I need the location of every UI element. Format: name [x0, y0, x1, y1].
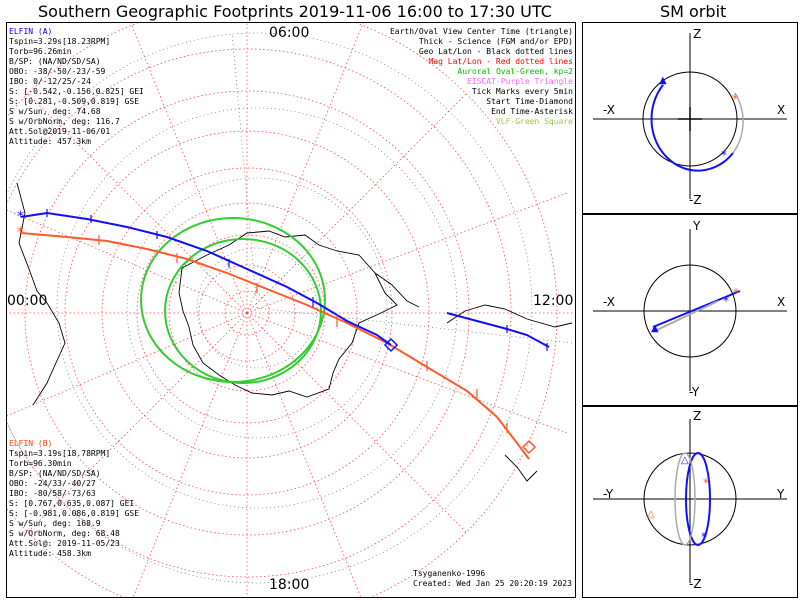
elfin-b-end-asterisk: *: [17, 225, 24, 241]
created-label: Created: Wed Jan 25 20:20:19 2023: [413, 579, 572, 588]
elfin-a-line: Altitude: 457.3km: [9, 137, 91, 146]
orbit-yz-right-label: Y: [777, 487, 785, 501]
page-title: Southern Geographic Footprints 2019-11-0…: [38, 2, 552, 21]
legend-item: EISCAT-Purple Triangle: [467, 77, 573, 86]
map-svg: * *: [7, 23, 575, 597]
orbit-panel-xz: ▲ * * Z -Z -X X: [582, 22, 798, 214]
elfin-a-line: Torb=96.26min: [9, 47, 72, 56]
orbit-xz-left-label: -X: [603, 103, 615, 117]
elfin-a-line: S: [-0.542,-0.156,0.825] GEI: [9, 87, 144, 96]
elfin-a-start-diamond: [383, 337, 399, 353]
elfin-a-track: [20, 211, 392, 346]
orbit-yz-svg: △ △ * *: [593, 419, 787, 583]
elfin-b-track: [20, 232, 530, 460]
orbit-xz-bottom-label: -Z: [689, 193, 702, 207]
elfin-b-title: ELFIN (B): [9, 439, 53, 448]
legend-item: Earth/Oval View Center Time (triangle): [389, 27, 573, 36]
svg-text:▲: ▲: [651, 323, 659, 334]
time-label-top: 06:00: [269, 25, 310, 41]
elfin-b-line: S w/OrbNorm, deg: 68.48: [9, 529, 120, 538]
elfin-a-title: ELFIN (A): [9, 27, 53, 36]
legend-item: Mag Lat/Lon - Red dotted lines: [428, 57, 574, 66]
elfin-b-ticks: [98, 235, 508, 433]
time-label-left: 00:00: [7, 293, 48, 309]
elfin-a-line: S: [0.281,-0.509,0.819] GSE: [9, 97, 140, 106]
elfin-a-track-2: [446, 312, 550, 348]
orbit-yz-left-label: -Y: [603, 487, 614, 501]
orbit-panel-yz: △ △ * * Z -Z -Y Y: [582, 406, 798, 598]
model-label: Tsyganenko-1996: [413, 569, 486, 578]
legend-item: End Time-Asterisk: [491, 107, 573, 116]
elfin-b-line: S: [-0.981,0.086,0.819] GSE: [9, 509, 140, 518]
orbit-xy-top-label: Y: [693, 219, 701, 233]
orbit-xy-right-label: X: [777, 295, 786, 309]
svg-text:△: △: [647, 509, 655, 520]
orbit-panel-xy: ▲ * * Y -Y -X X: [582, 214, 798, 406]
elfin-a-line: Att.Sol@2019-11-06/01: [9, 127, 111, 136]
svg-text:*: *: [733, 286, 739, 300]
orbit-yz-top-label: Z: [693, 409, 702, 423]
legend-item: Tick Marks every 5min: [471, 87, 573, 96]
svg-text:*: *: [732, 92, 738, 106]
mag-latlon-grid: [7, 23, 575, 597]
footprint-map: * * 06:00 00:00 12:00 18:00 ELFIN (A) Ts…: [6, 22, 576, 598]
orbit-xy-bottom-label: -Y: [689, 385, 700, 399]
elfin-b-line: B/SP: (NA/ND/SD/SA): [9, 469, 101, 478]
elfin-b-line: Tspin=3.19s[18.78RPM]: [9, 449, 111, 458]
antarctica-coastline: [178, 230, 398, 398]
elfin-a-end-asterisk: *: [17, 209, 24, 225]
orbit-xz-right-label: X: [777, 103, 786, 117]
elfin-b-line: S: [0.767,0.635,0.087] GEI: [9, 499, 135, 508]
orbit-xz-svg: ▲ * *: [593, 33, 787, 199]
elfin-b-line: S w/Sun, deg: 168.9: [9, 519, 101, 528]
time-label-bottom: 18:00: [269, 577, 310, 593]
elfin-a-line: Tspin=3.29s[18.23RPM]: [9, 37, 111, 46]
peninsula-coastline: [374, 272, 420, 308]
svg-text:*: *: [721, 148, 727, 162]
legend-item: Start Time-Diamond: [486, 97, 573, 106]
svg-text:*: *: [701, 530, 707, 544]
orbit-xz-top-label: Z: [693, 27, 702, 41]
time-label-right: 12:00: [533, 293, 574, 309]
elfin-b-line: Att.Sol@: 2019-11-05/23: [9, 539, 120, 548]
elfin-b-line: Torb=96.30min: [9, 459, 72, 468]
elfin-a-line: IBO: 0/-12/25/-24: [9, 77, 91, 86]
elfin-a-line: OBO: -38/-50/-23/-59: [9, 67, 106, 76]
legend-item: Auroral Oval-Green, kp=2: [457, 67, 573, 76]
australia-coastline: [504, 454, 538, 482]
elfin-a-line: B/SP: (NA/ND/SD/SA): [9, 57, 101, 66]
footer-info: Tsyganenko-1996 Created: Wed Jan 25 20:2…: [413, 569, 572, 589]
legend-item: VLF-Green Square: [495, 117, 573, 126]
legend-item: Geo Lat/Lon - Black dotted lines: [418, 47, 573, 56]
geo-latlon-grid: [7, 32, 573, 584]
legend-item: Thick - Science (FGM and/or EPD): [418, 37, 573, 46]
map-legend: Earth/Oval View Center Time (triangle) T…: [390, 27, 573, 127]
elfin-b-line: Altitude: 458.3km: [9, 549, 91, 558]
elfin-a-info: ELFIN (A) Tspin=3.29s[18.23RPM] Torb=96.…: [9, 27, 144, 147]
elfin-b-info: ELFIN (B) Tspin=3.19s[18.78RPM] Torb=96.…: [9, 439, 139, 559]
orbit-panel-title: SM orbit: [660, 2, 727, 21]
elfin-b-line: IBO: -80/58/-73/63: [9, 489, 96, 498]
svg-text:*: *: [703, 476, 709, 490]
elfin-a-line: S w/Sun, deg: 74.68: [9, 107, 101, 116]
elfin-b-line: OBO: -24/33/-40/27: [9, 479, 96, 488]
orbit-xy-left-label: -X: [603, 295, 615, 309]
svg-text:*: *: [723, 294, 729, 308]
south-america-coastline: [446, 304, 573, 328]
orbit-yz-bottom-label: -Z: [689, 577, 702, 591]
svg-text:△: △: [681, 455, 689, 466]
elfin-a-line: S w/OrbNorm, deg: 116.7: [9, 117, 120, 126]
elfin-b-start-diamond: [521, 439, 537, 455]
elfin-a-ticks: [46, 209, 548, 351]
orbit-xy-svg: ▲ * *: [593, 229, 787, 391]
svg-text:▲: ▲: [659, 75, 667, 86]
